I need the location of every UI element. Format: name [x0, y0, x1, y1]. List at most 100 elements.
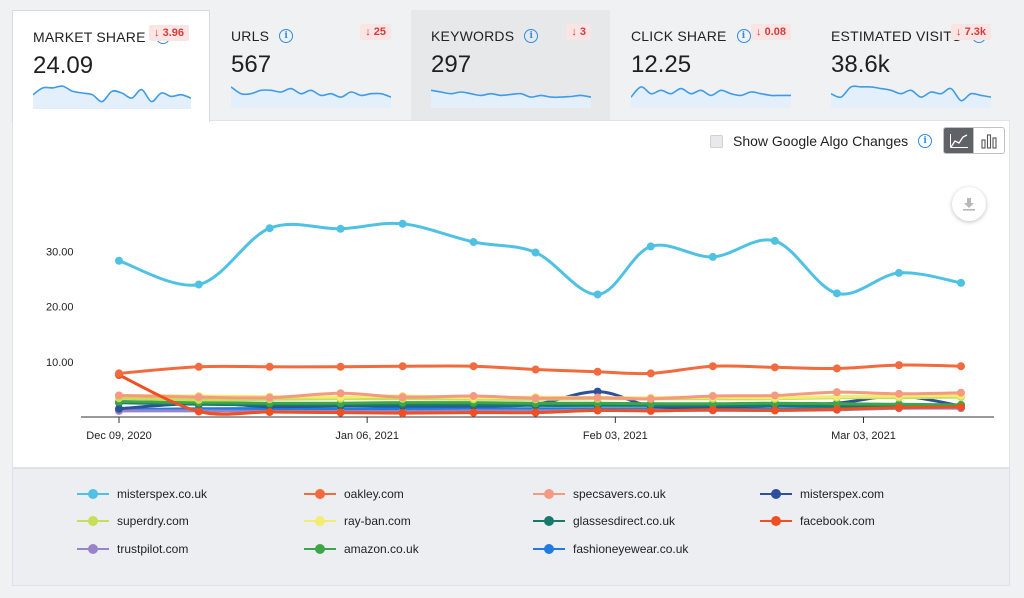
- data-point[interactable]: [194, 393, 203, 402]
- data-point[interactable]: [894, 389, 903, 398]
- data-point[interactable]: [832, 289, 841, 298]
- x-tick-label: Jan 06, 2021: [335, 430, 399, 442]
- data-point[interactable]: [194, 280, 203, 289]
- tab-value: 38.6k: [831, 51, 890, 78]
- data-point[interactable]: [531, 408, 540, 417]
- data-point[interactable]: [957, 278, 965, 287]
- data-point[interactable]: [770, 391, 779, 400]
- download-icon: [963, 198, 975, 211]
- data-point[interactable]: [469, 408, 478, 417]
- sparkline-area: [431, 90, 591, 108]
- data-point[interactable]: [708, 252, 717, 261]
- legend-item[interactable]: glassesdirect.co.uk: [533, 514, 675, 528]
- legend-item[interactable]: facebook.com: [760, 514, 875, 528]
- legend-item[interactable]: superdry.com: [77, 514, 189, 528]
- info-icon[interactable]: i: [279, 29, 294, 43]
- data-point[interactable]: [531, 248, 540, 257]
- data-point[interactable]: [957, 403, 965, 412]
- data-point[interactable]: [265, 408, 274, 417]
- sparkline-line: [631, 86, 791, 98]
- download-button[interactable]: [952, 187, 986, 221]
- delta-badge: ↓ 25: [360, 24, 391, 40]
- data-point[interactable]: [770, 236, 779, 245]
- data-point[interactable]: [646, 242, 655, 251]
- data-point[interactable]: [469, 392, 478, 401]
- tab-keywords[interactable]: KEYWORDS i 297 ↓ 3: [411, 10, 610, 120]
- data-point[interactable]: [469, 362, 478, 371]
- legend-item[interactable]: specsavers.co.uk: [533, 487, 666, 501]
- data-point[interactable]: [593, 406, 602, 415]
- data-point[interactable]: [708, 405, 717, 414]
- data-point[interactable]: [336, 389, 345, 398]
- data-point[interactable]: [708, 362, 717, 371]
- data-point[interactable]: [593, 367, 602, 376]
- data-point[interactable]: [469, 238, 478, 247]
- legend-item[interactable]: trustpilot.com: [77, 542, 188, 556]
- sparkline-line: [231, 86, 391, 98]
- data-point[interactable]: [531, 394, 540, 403]
- tab-title: URLS i: [231, 27, 390, 45]
- line-view-button[interactable]: [943, 127, 974, 154]
- info-icon[interactable]: i: [736, 29, 751, 43]
- data-point[interactable]: [593, 393, 602, 402]
- series-misterspex.co.uk[interactable]: [115, 219, 965, 299]
- legend-item[interactable]: misterspex.com: [760, 487, 884, 501]
- data-point[interactable]: [398, 393, 407, 402]
- data-point[interactable]: [265, 224, 274, 233]
- data-point[interactable]: [646, 406, 655, 415]
- tab-click-share[interactable]: CLICK SHARE i 12.25 ↓ 0.08: [611, 10, 810, 120]
- series-facebook.com[interactable]: [115, 371, 965, 418]
- data-point[interactable]: [265, 393, 274, 402]
- algo-toggle[interactable]: Show Google Algo Changes i: [710, 133, 933, 149]
- data-point[interactable]: [770, 363, 779, 372]
- legend-item[interactable]: ray-ban.com: [304, 514, 411, 528]
- data-point[interactable]: [894, 403, 903, 412]
- data-point[interactable]: [194, 362, 203, 371]
- data-point[interactable]: [115, 256, 123, 265]
- data-point[interactable]: [336, 362, 345, 371]
- data-point[interactable]: [832, 399, 841, 408]
- data-point[interactable]: [957, 388, 965, 397]
- sparkline-line: [831, 85, 991, 102]
- legend-item[interactable]: misterspex.co.uk: [77, 487, 207, 501]
- data-point[interactable]: [265, 362, 274, 371]
- sparkline-area: [831, 86, 991, 108]
- info-icon[interactable]: i: [918, 134, 933, 148]
- data-point[interactable]: [646, 394, 655, 403]
- data-point[interactable]: [894, 361, 903, 370]
- data-point[interactable]: [894, 268, 903, 277]
- legend-item[interactable]: oakley.com: [304, 487, 404, 501]
- data-point[interactable]: [398, 362, 407, 371]
- data-point[interactable]: [770, 406, 779, 415]
- bar-view-button[interactable]: [974, 127, 1005, 154]
- sparkline-area: [631, 86, 791, 108]
- sparkline: [431, 89, 591, 108]
- tab-title-text: ESTIMATED VISITS: [831, 28, 962, 44]
- data-point[interactable]: [832, 364, 841, 373]
- tab-estimated-visits[interactable]: ESTIMATED VISITSi 38.6k ↓ 7.3k: [811, 10, 1010, 120]
- tab-urls[interactable]: URLS i 567 ↓ 25: [211, 10, 410, 120]
- data-point[interactable]: [115, 391, 123, 400]
- data-point[interactable]: [646, 369, 655, 378]
- data-point[interactable]: [832, 388, 841, 397]
- data-point[interactable]: [398, 219, 407, 228]
- series-oakley.com[interactable]: [115, 361, 965, 378]
- data-point[interactable]: [832, 405, 841, 414]
- info-icon[interactable]: i: [524, 29, 539, 43]
- data-point[interactable]: [115, 369, 123, 378]
- data-point[interactable]: [194, 407, 203, 416]
- data-point[interactable]: [957, 362, 965, 371]
- data-point[interactable]: [593, 290, 602, 299]
- data-point[interactable]: [531, 365, 540, 374]
- data-point[interactable]: [336, 224, 345, 233]
- data-point[interactable]: [398, 409, 407, 418]
- data-point[interactable]: [115, 404, 123, 413]
- data-point[interactable]: [336, 408, 345, 417]
- data-point[interactable]: [593, 387, 602, 396]
- legend-item[interactable]: fashioneyewear.co.uk: [533, 542, 688, 556]
- series-specsavers.co.uk[interactable]: [115, 388, 965, 403]
- data-point[interactable]: [708, 392, 717, 401]
- algo-checkbox[interactable]: [710, 134, 723, 148]
- legend-item[interactable]: amazon.co.uk: [304, 542, 419, 556]
